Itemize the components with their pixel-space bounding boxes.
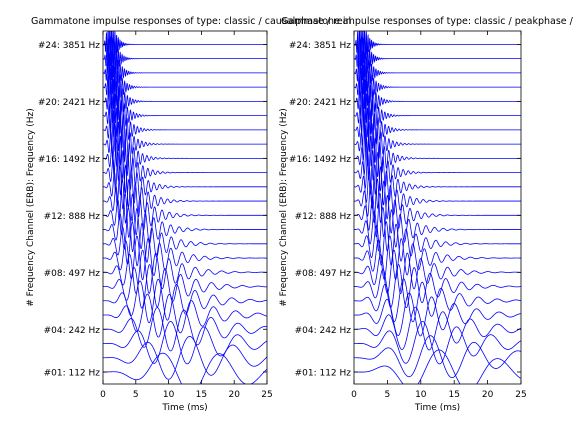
series-line-ch1 [103, 352, 267, 384]
x-tick-label: 5 [133, 390, 139, 400]
series-line-ch8 [354, 249, 521, 294]
series-line-ch12 [103, 193, 267, 238]
series-line-ch6 [354, 278, 521, 323]
x-tick-label: 5 [385, 390, 391, 400]
chart-panel-2: 0 5 10 15 20 25 #01: 112 Hz #04: 242 Hz #08: 497… [279, 16, 576, 413]
y-tick-label: #16: 1492 Hz [289, 155, 351, 165]
series-line-ch14 [354, 164, 521, 209]
series-line-ch5 [354, 292, 521, 337]
x-tick-label: 0 [351, 390, 357, 400]
series-line-ch24 [103, 31, 267, 66]
series-line-ch6 [103, 278, 267, 324]
y-tick-label: #24: 3851 Hz [289, 41, 351, 51]
series-line-ch9 [103, 235, 267, 281]
y-tick-label: #12: 888 Hz [295, 212, 352, 222]
series-line-ch13 [354, 178, 521, 224]
x-tick-label: 25 [515, 390, 526, 400]
chart-panel-1: 0 5 10 15 20 25 #01: 112 Hz #04: 242 Hz #08: 497… [26, 16, 351, 413]
series-line-ch4 [103, 307, 267, 352]
series-line-ch24 [354, 31, 521, 66]
axes-box [102, 30, 268, 385]
y-tick-label: #08: 497 Hz [44, 269, 101, 279]
series-line-ch17 [103, 121, 267, 168]
x-tick-label: 10 [163, 390, 175, 400]
y-tick-label: #16: 1492 Hz [38, 155, 100, 165]
y-axis-label: # Frequency Channel (ERB): Frequency (Hz… [279, 108, 289, 306]
series-line-ch23 [354, 36, 521, 81]
series-line-ch2 [354, 335, 521, 379]
y-axis-label: # Frequency Channel (ERB): Frequency (Hz… [26, 108, 36, 306]
y-tick-label: #04: 242 Hz [44, 326, 101, 336]
series-line-ch20 [103, 78, 267, 124]
series-line-ch21 [103, 65, 267, 110]
series-line-ch10 [103, 221, 267, 267]
series-line-ch13 [103, 179, 267, 224]
series-line-ch5 [103, 293, 267, 338]
series-line-ch7 [354, 264, 521, 309]
y-tick-label: #20: 2421 Hz [289, 98, 351, 108]
x-tick-label: 0 [100, 390, 106, 400]
series-line-ch22 [103, 50, 267, 95]
x-axis-label: Time (ms) [414, 403, 460, 413]
y-tick-label: #20: 2421 Hz [38, 98, 100, 108]
x-tick-label: 15 [448, 390, 459, 400]
chart-title: Gammatone impulse responses of type: cla… [31, 16, 351, 27]
x-tick-label: 25 [261, 390, 272, 400]
y-tick-label: #04: 242 Hz [295, 326, 352, 336]
series-line-ch19 [354, 93, 521, 139]
series-line-ch1 [354, 349, 521, 384]
series-line-ch22 [354, 50, 521, 95]
axes-box [353, 30, 522, 385]
x-axis-label: Time (ms) [161, 403, 207, 413]
series-line-ch20 [354, 79, 521, 124]
series-line-ch18 [354, 107, 521, 153]
series-line-ch17 [354, 120, 521, 167]
series-line-ch10 [354, 221, 521, 266]
series-line-ch14 [103, 164, 267, 210]
series-line-ch15 [103, 149, 267, 196]
y-tick-label: #01: 112 Hz [44, 369, 101, 379]
series-line-ch7 [103, 264, 267, 309]
series-line-ch21 [354, 65, 521, 110]
series-line-ch3 [103, 321, 267, 365]
x-tick-label: 10 [415, 390, 427, 400]
y-tick-label: #08: 497 Hz [295, 269, 352, 279]
series-line-ch23 [103, 36, 267, 81]
x-tick-label: 20 [482, 390, 494, 400]
series-line-ch3 [354, 321, 521, 365]
series-line-ch16 [354, 135, 521, 182]
x-tick-label: 20 [228, 390, 240, 400]
series-line-ch18 [103, 107, 267, 152]
y-tick-label: #12: 888 Hz [44, 212, 101, 222]
series-line-ch2 [103, 336, 267, 380]
series-line-ch4 [354, 306, 521, 351]
series-line-ch8 [103, 249, 267, 294]
y-tick-label: #01: 112 Hz [295, 369, 352, 379]
x-tick-label: 15 [196, 390, 207, 400]
series-line-ch19 [103, 93, 267, 138]
y-tick-label: #24: 3851 Hz [38, 41, 100, 51]
series-line-ch16 [103, 135, 267, 181]
chart-title: Gammatone impulse responses of type: cla… [281, 16, 576, 27]
